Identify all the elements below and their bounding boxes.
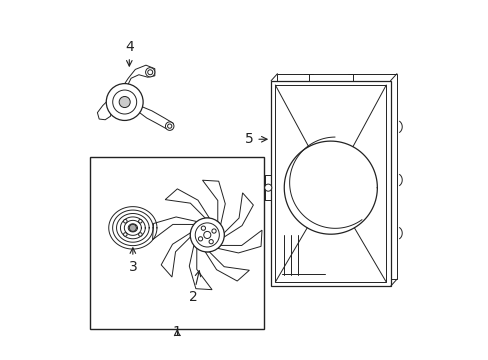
Polygon shape	[136, 105, 173, 130]
Polygon shape	[122, 65, 155, 87]
Polygon shape	[205, 252, 249, 281]
Polygon shape	[224, 193, 253, 237]
Circle shape	[209, 239, 213, 244]
Text: 1: 1	[172, 325, 181, 339]
Circle shape	[198, 237, 202, 241]
Circle shape	[165, 122, 174, 130]
Polygon shape	[161, 233, 190, 277]
Circle shape	[203, 231, 210, 238]
Circle shape	[123, 220, 127, 223]
Circle shape	[106, 84, 143, 121]
Text: 2: 2	[188, 271, 200, 304]
Polygon shape	[152, 217, 196, 240]
Circle shape	[119, 96, 130, 108]
Polygon shape	[202, 180, 225, 225]
Circle shape	[264, 184, 271, 191]
Circle shape	[201, 226, 205, 230]
Bar	[90, 157, 264, 329]
Text: 5: 5	[244, 132, 266, 146]
Circle shape	[211, 229, 216, 233]
Circle shape	[138, 233, 142, 236]
Bar	[270, 81, 390, 286]
Polygon shape	[189, 246, 212, 290]
Bar	[277, 74, 396, 279]
Polygon shape	[217, 230, 262, 253]
Bar	[275, 85, 386, 282]
Circle shape	[138, 220, 142, 223]
Circle shape	[145, 68, 155, 77]
Polygon shape	[165, 189, 209, 218]
Circle shape	[123, 233, 127, 236]
Text: 3: 3	[128, 248, 137, 274]
Text: 4: 4	[124, 40, 133, 66]
Circle shape	[129, 224, 136, 231]
Circle shape	[190, 218, 224, 252]
Polygon shape	[97, 100, 111, 120]
